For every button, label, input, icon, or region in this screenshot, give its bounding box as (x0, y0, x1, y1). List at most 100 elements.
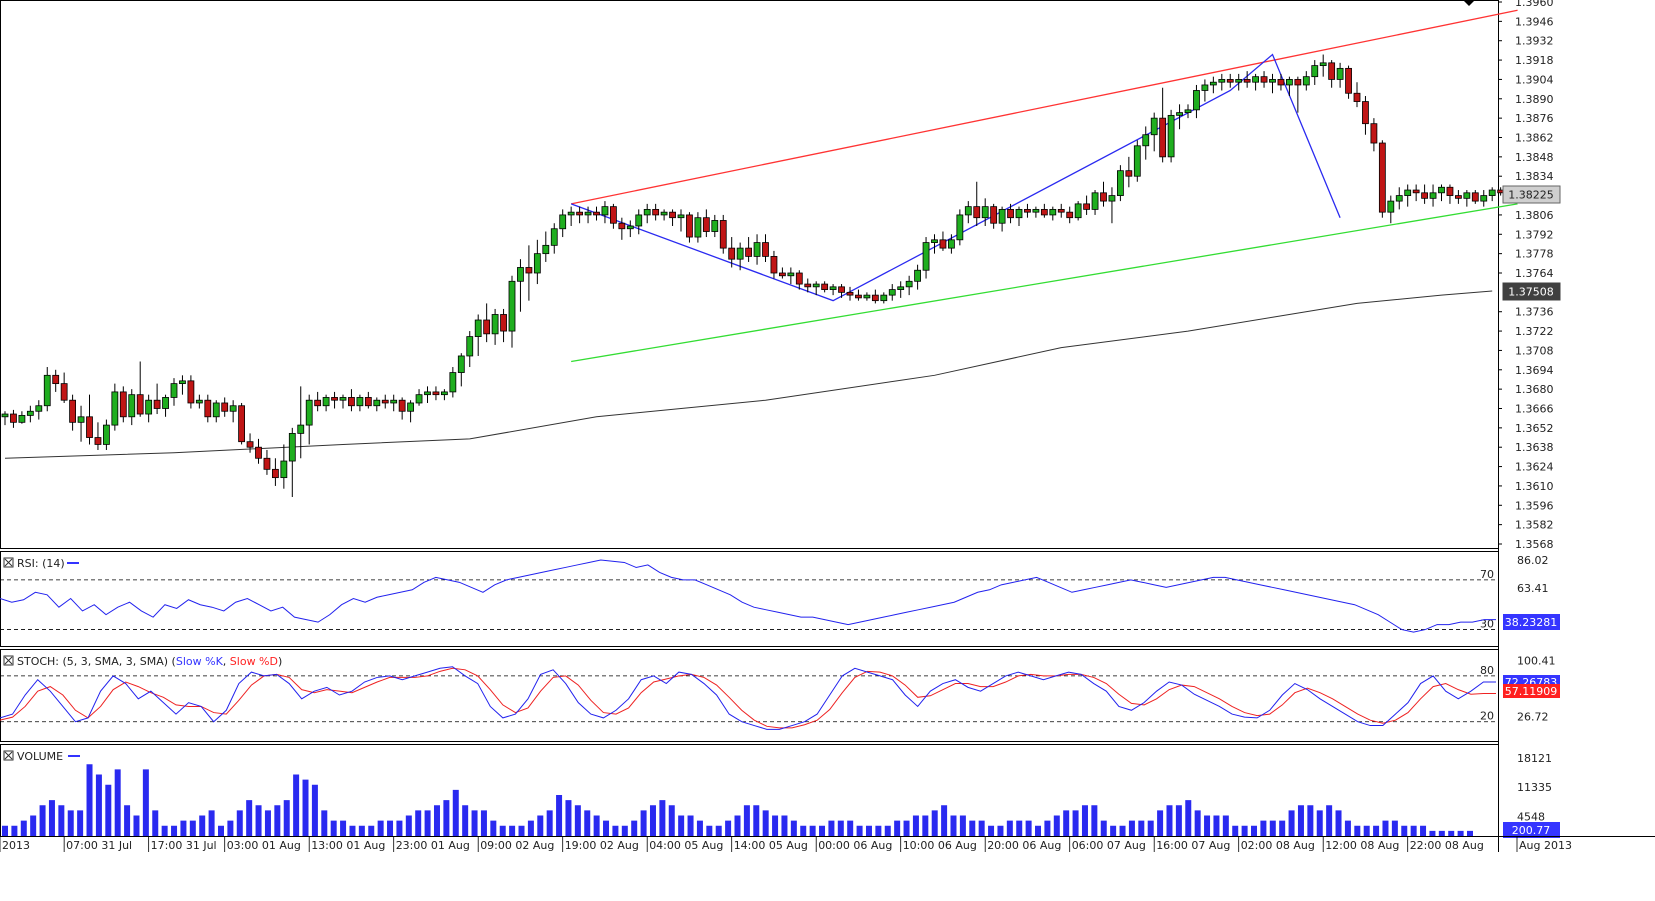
candle-body (1201, 84, 1209, 91)
candle-body (618, 222, 626, 230)
volume-bar (959, 815, 966, 836)
volume-bar (1044, 820, 1051, 836)
candle-body (686, 214, 693, 238)
ma-path (4, 290, 1493, 459)
time-tick-label: 13:00 01 Aug (311, 839, 385, 852)
volume-bar (39, 805, 46, 836)
candle (686, 212, 693, 243)
candle-body (153, 399, 161, 409)
stoch-level-label: 20 (1480, 710, 1494, 723)
candle-body (702, 217, 710, 232)
candle-body (187, 380, 195, 404)
candle (331, 391, 338, 409)
volume-axis-label: 11335 (1517, 781, 1552, 794)
candle (297, 386, 305, 459)
candle-body (1286, 79, 1293, 86)
candle-body (1311, 65, 1319, 78)
volume-bar (1373, 825, 1380, 836)
candle (1091, 190, 1099, 215)
volume-bar (865, 825, 872, 836)
volume-bar (415, 810, 422, 836)
candle (914, 264, 921, 290)
candle (43, 367, 51, 412)
volume-bar (997, 825, 1004, 836)
candle (981, 198, 989, 226)
candle (770, 250, 778, 279)
volume-bar (1166, 805, 1173, 836)
time-tick-label: 12:00 08 Aug (1325, 839, 1399, 852)
candle-body (1066, 211, 1074, 219)
candle-body (1133, 145, 1141, 177)
candle-body (1159, 117, 1167, 158)
candle-body (728, 247, 736, 260)
candle-body (69, 399, 76, 423)
candle-body (1260, 76, 1268, 83)
candle-body (787, 272, 795, 277)
volume-bar (668, 805, 675, 836)
volume-bar (1204, 815, 1211, 836)
volume-bar (696, 820, 703, 836)
time-tick-label: 22:00 08 Aug (1410, 839, 1484, 852)
volume-bar (978, 820, 985, 836)
candle-body (271, 468, 279, 479)
candle (525, 245, 533, 301)
candle (998, 206, 1006, 232)
scroll-marker-icon[interactable] (1463, 0, 1475, 6)
candle (35, 400, 43, 420)
candle (1311, 60, 1319, 85)
candle-body (525, 267, 533, 274)
volume-bar (171, 825, 178, 836)
candle (593, 206, 600, 221)
volume-bar (105, 784, 112, 836)
candle-body (43, 374, 51, 407)
candle-body (1277, 79, 1285, 86)
candle-body (922, 242, 930, 271)
volume-bar (706, 825, 713, 836)
volume-bar (48, 800, 55, 836)
candle-body (1395, 195, 1403, 202)
candle-body (931, 239, 938, 243)
candle-body (1032, 208, 1040, 213)
volume-axis-label: 4548 (1517, 810, 1545, 823)
volume-bar (255, 805, 262, 836)
candle-body (1040, 208, 1048, 216)
volume-bar (922, 815, 929, 836)
candle-body (424, 391, 431, 396)
candle-body (998, 208, 1006, 224)
candle (1066, 206, 1074, 224)
candle-body (694, 217, 702, 238)
volume-bar (1110, 825, 1117, 836)
candle (1235, 73, 1243, 91)
volume-bar (903, 820, 910, 836)
candle-body (136, 394, 144, 415)
candle (1387, 195, 1395, 224)
time-tick-label: 2013 (2, 839, 30, 852)
volume-bar (1147, 820, 1154, 836)
candle (26, 405, 34, 423)
candle-body (533, 253, 541, 274)
candle-body (660, 211, 668, 216)
stoch-d-last: 57.11909 (1505, 685, 1558, 698)
candle (1269, 73, 1276, 94)
volume-bar (565, 800, 572, 836)
candle (204, 394, 212, 423)
candle (542, 231, 550, 262)
volume-bar (199, 815, 206, 836)
stoch-level-label: 80 (1480, 664, 1494, 677)
volume-bar (1288, 810, 1295, 836)
candle-body (457, 355, 465, 373)
time-tick-label: Aug 2013 (1519, 839, 1572, 852)
candle-body (491, 314, 499, 335)
volume-bar (1354, 825, 1361, 836)
volume-bar (969, 820, 976, 836)
candle (1218, 73, 1226, 91)
candle (474, 314, 482, 356)
candle-body (888, 289, 896, 296)
volume-bar (377, 820, 384, 836)
candle (779, 267, 786, 279)
volume-bar (593, 815, 600, 836)
stoch-lines: 80 20 100.41 26.72 (0, 654, 1556, 730)
candle-body (626, 225, 634, 230)
price-tick-label: 1.3764 (1515, 267, 1554, 280)
